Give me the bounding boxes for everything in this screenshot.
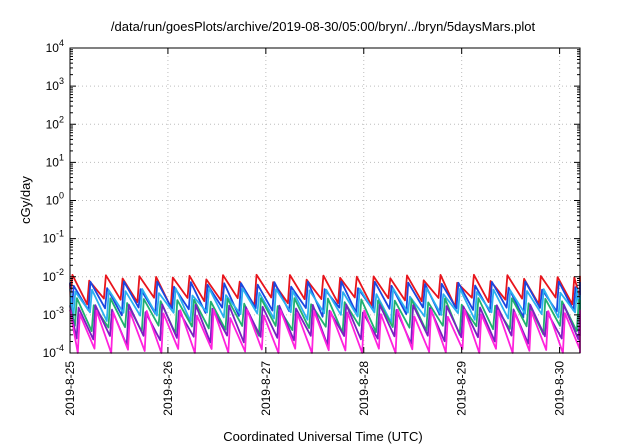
y-tick-label: 10-3: [43, 305, 64, 322]
x-tick-label: 2019-8-25: [63, 361, 77, 416]
x-tick-label: 2019-8-27: [259, 361, 273, 416]
y-tick-label: 10-4: [43, 343, 64, 360]
x-tick-label: 2019-8-29: [455, 361, 469, 416]
x-tick-label: 2019-8-30: [553, 361, 567, 416]
y-axis-label: cGy/day: [18, 176, 33, 224]
series-line: [69, 273, 581, 308]
series-line: [69, 308, 581, 354]
x-axis-ticks: 2019-8-25 2019-8-26 2019-8-27 2019-8-28 2019…: [63, 48, 567, 416]
x-tick-label: 2019-8-28: [357, 361, 371, 416]
x-tick-label: 2019-8-26: [161, 361, 175, 416]
y-tick-label: 10-1: [43, 229, 64, 246]
y-tick-label: 102: [46, 114, 64, 131]
data-series: [69, 273, 581, 354]
x-axis-label: Coordinated Universal Time (UTC): [223, 429, 422, 444]
series-line: [69, 287, 581, 324]
y-tick-label: 10-2: [43, 267, 64, 284]
series-line: [69, 297, 581, 337]
y-axis-ticks: 10-4 10-3 10-2 10-1 100 101 102 103 104: [43, 38, 580, 360]
y-tick-label: 101: [46, 152, 64, 169]
grid-lines: [70, 48, 580, 353]
y-tick-label: 100: [46, 191, 64, 208]
y-tick-label: 103: [46, 76, 64, 93]
y-tick-label: 104: [46, 38, 64, 55]
chart-title: /data/run/goesPlots/archive/2019-08-30/0…: [111, 19, 536, 34]
